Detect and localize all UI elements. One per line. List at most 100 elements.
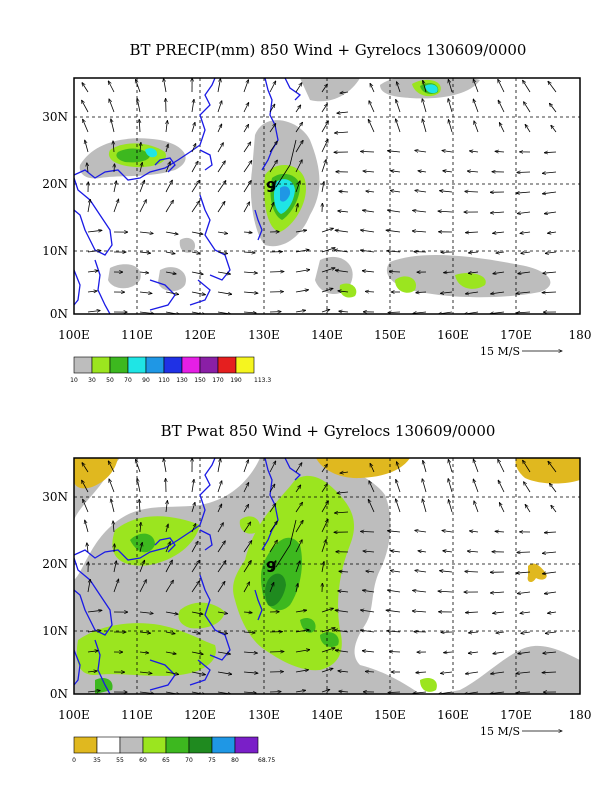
wind-vector	[448, 79, 453, 93]
wind-vector	[524, 482, 531, 493]
wind-vector	[295, 610, 307, 612]
wind-vector	[448, 99, 453, 113]
wind-vector	[87, 671, 97, 672]
wind-vector	[139, 612, 153, 614]
wind-vector	[136, 460, 141, 473]
pwat-scale-label: 15 M/S	[480, 725, 520, 738]
wind-vector	[442, 531, 453, 533]
wind-vector	[339, 571, 349, 572]
wind-vector	[87, 271, 98, 272]
wind-vector	[337, 112, 349, 113]
wind-vector	[243, 582, 250, 593]
colorbar-swatch	[165, 736, 190, 754]
wind-vector	[474, 501, 479, 513]
wind-vector	[520, 232, 531, 233]
wind-vector	[415, 530, 427, 532]
wind-vector	[82, 463, 89, 473]
wind-vector	[269, 203, 274, 213]
pwat-wind-vectors	[82, 458, 557, 694]
wind-vector	[468, 252, 479, 253]
wind-vector	[388, 312, 401, 313]
wind-vector	[422, 479, 427, 493]
wind-vector	[296, 584, 298, 593]
wind-vector	[473, 459, 479, 473]
wind-vector	[470, 531, 479, 532]
wind-vector	[473, 79, 479, 93]
wind-vector	[165, 542, 170, 553]
wind-vector	[551, 505, 557, 513]
colorbar-label: 130	[176, 377, 188, 384]
svg-text:100E: 100E	[58, 328, 90, 342]
wind-vector	[191, 632, 200, 634]
wind-vector	[243, 692, 256, 693]
wind-vector	[165, 671, 179, 674]
wind-vector	[543, 652, 557, 653]
wind-vector	[321, 248, 335, 253]
wind-vector	[166, 524, 168, 533]
wind-vector	[545, 252, 557, 253]
pwat-y-axis-labels: 0N 10N 20N 30N	[42, 490, 68, 701]
wind-vector	[338, 291, 349, 292]
wind-vector	[139, 119, 140, 133]
wind-vector	[443, 551, 453, 552]
wind-vector	[321, 104, 327, 113]
wind-vector	[217, 651, 231, 654]
wind-vector	[396, 479, 401, 493]
wind-vector	[87, 250, 101, 252]
wind-vector	[269, 540, 277, 553]
wind-vector	[388, 151, 401, 152]
wind-vector	[517, 552, 531, 553]
wind-vector	[498, 100, 505, 113]
wind-vector	[516, 292, 531, 294]
wind-vector	[295, 463, 302, 473]
wind-vector	[165, 580, 173, 593]
wind-vector	[87, 579, 90, 593]
wind-vector	[340, 472, 349, 473]
wind-vector	[390, 191, 401, 193]
precip-wind-vectors	[82, 78, 557, 314]
wind-vector	[243, 161, 252, 173]
precip-colorbar: 10 30 50 70 90 110 130 150 170 190 113.3	[70, 356, 271, 384]
wind-vector	[321, 484, 327, 493]
wind-vector	[444, 272, 453, 273]
wind-vector	[387, 251, 401, 252]
wind-vector	[166, 121, 167, 133]
wind-vector	[361, 230, 375, 233]
wind-vector	[493, 612, 505, 613]
wind-vector	[422, 499, 427, 513]
wind-vector	[549, 103, 557, 113]
wind-vector	[109, 99, 115, 113]
svg-text:30N: 30N	[42, 110, 68, 124]
wind-vector	[295, 540, 302, 553]
gyre-location-marker: 9	[266, 139, 297, 196]
wind-vector	[217, 252, 228, 254]
wind-vector	[139, 652, 149, 653]
wind-vector	[139, 560, 145, 573]
colorbar-swatch	[73, 356, 93, 374]
wind-vector	[412, 611, 427, 612]
wind-vector	[518, 652, 531, 654]
wind-vector	[87, 651, 98, 652]
pwat-coastlines	[74, 458, 302, 694]
colorbar-swatch	[109, 356, 129, 374]
svg-text:0N: 0N	[50, 687, 68, 701]
colorbar-label: 113.3	[254, 377, 271, 384]
svg-text:0N: 0N	[50, 307, 68, 321]
wind-vector	[321, 501, 328, 513]
wind-vector	[360, 250, 375, 252]
wind-vector	[386, 230, 401, 232]
wind-vector	[87, 543, 88, 553]
wind-vector	[496, 632, 505, 633]
wind-vector	[217, 523, 223, 533]
wind-vector	[390, 571, 401, 573]
colorbar-label: 0	[72, 757, 76, 764]
wind-vector	[338, 211, 349, 212]
colorbar-swatch	[73, 736, 98, 754]
wind-vector	[448, 459, 453, 473]
wind-vector	[440, 571, 453, 572]
wind-vector	[322, 182, 324, 193]
wind-vector	[335, 650, 349, 652]
wind-vector	[243, 672, 258, 673]
wind-vector	[448, 479, 453, 493]
wind-vector	[386, 610, 401, 612]
